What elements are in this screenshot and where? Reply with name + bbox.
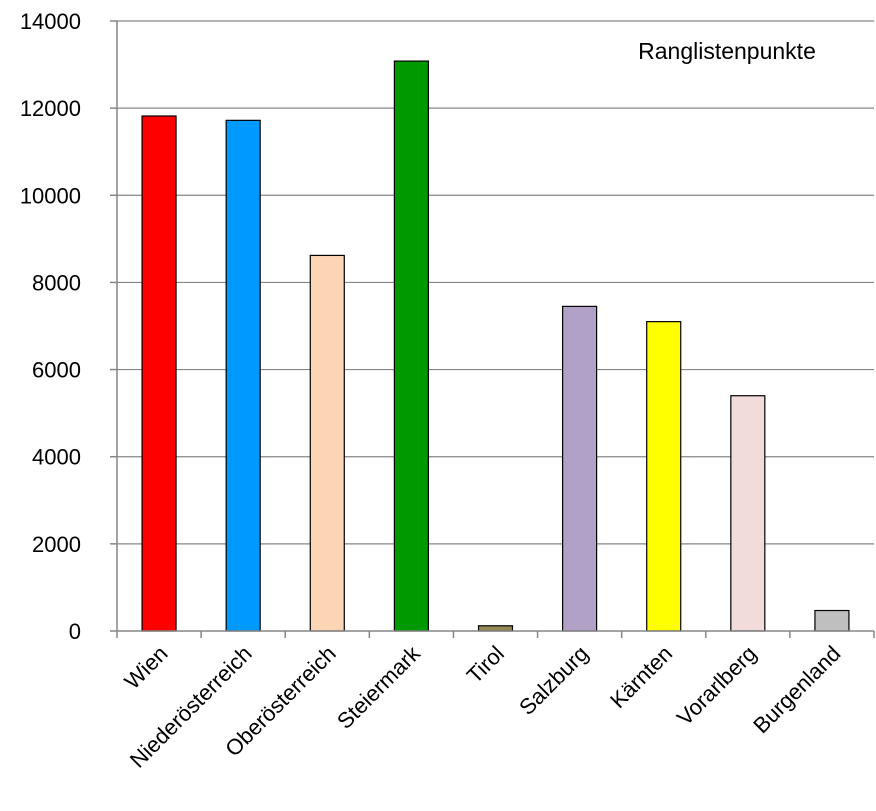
- bar-wien: [141, 115, 177, 632]
- x-tick-label: Kärnten: [605, 641, 677, 713]
- bars: [141, 60, 850, 632]
- x-tick-label: Steiermark: [332, 640, 426, 734]
- y-tick-label: 8000: [32, 270, 81, 295]
- bar-kärnten: [646, 321, 682, 632]
- x-tick-label: Vorarlberg: [672, 641, 761, 730]
- bar-niederösterreich: [225, 119, 261, 632]
- y-tick-label: 12000: [20, 96, 81, 121]
- bar-tirol: [477, 625, 514, 632]
- y-tick-label: 0: [69, 619, 81, 644]
- x-tick-labels: WienNiederösterreichOberösterreichSteier…: [119, 640, 845, 773]
- y-tick-label: 10000: [20, 183, 81, 208]
- legend-label: Ranglistenpunkte: [638, 38, 816, 64]
- y-tick-label: 2000: [32, 532, 81, 557]
- y-tick-label: 14000: [20, 9, 81, 34]
- bar-vorarlberg: [730, 395, 766, 632]
- x-tick-label: Burgenland: [748, 641, 845, 738]
- axes: [110, 20, 875, 638]
- y-tick-labels: 0 2000 4000 6000 8000 10000 12000 14000: [20, 9, 81, 644]
- bar-oberösterreich: [309, 254, 345, 632]
- y-tick-label: 4000: [32, 445, 81, 470]
- bar-burgenland: [814, 609, 850, 632]
- x-tick-label: Salzburg: [514, 641, 593, 720]
- x-tick-label: Tirol: [462, 641, 509, 688]
- bar-salzburg: [562, 305, 598, 632]
- bar-steiermark: [393, 60, 429, 632]
- x-tick-label: Wien: [119, 641, 172, 694]
- y-tick-label: 6000: [32, 358, 81, 383]
